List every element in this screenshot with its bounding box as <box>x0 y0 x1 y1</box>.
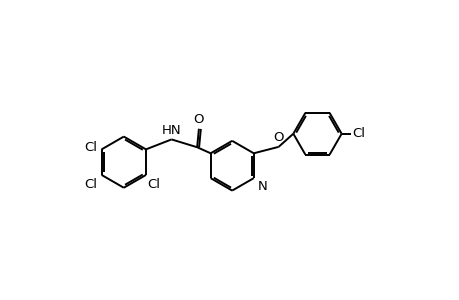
Text: Cl: Cl <box>84 178 97 191</box>
Text: Cl: Cl <box>352 127 364 140</box>
Text: N: N <box>257 180 267 193</box>
Text: HN: HN <box>162 124 181 137</box>
Text: O: O <box>273 131 283 144</box>
Text: O: O <box>193 113 204 126</box>
Text: Cl: Cl <box>84 141 97 154</box>
Text: Cl: Cl <box>147 178 160 191</box>
